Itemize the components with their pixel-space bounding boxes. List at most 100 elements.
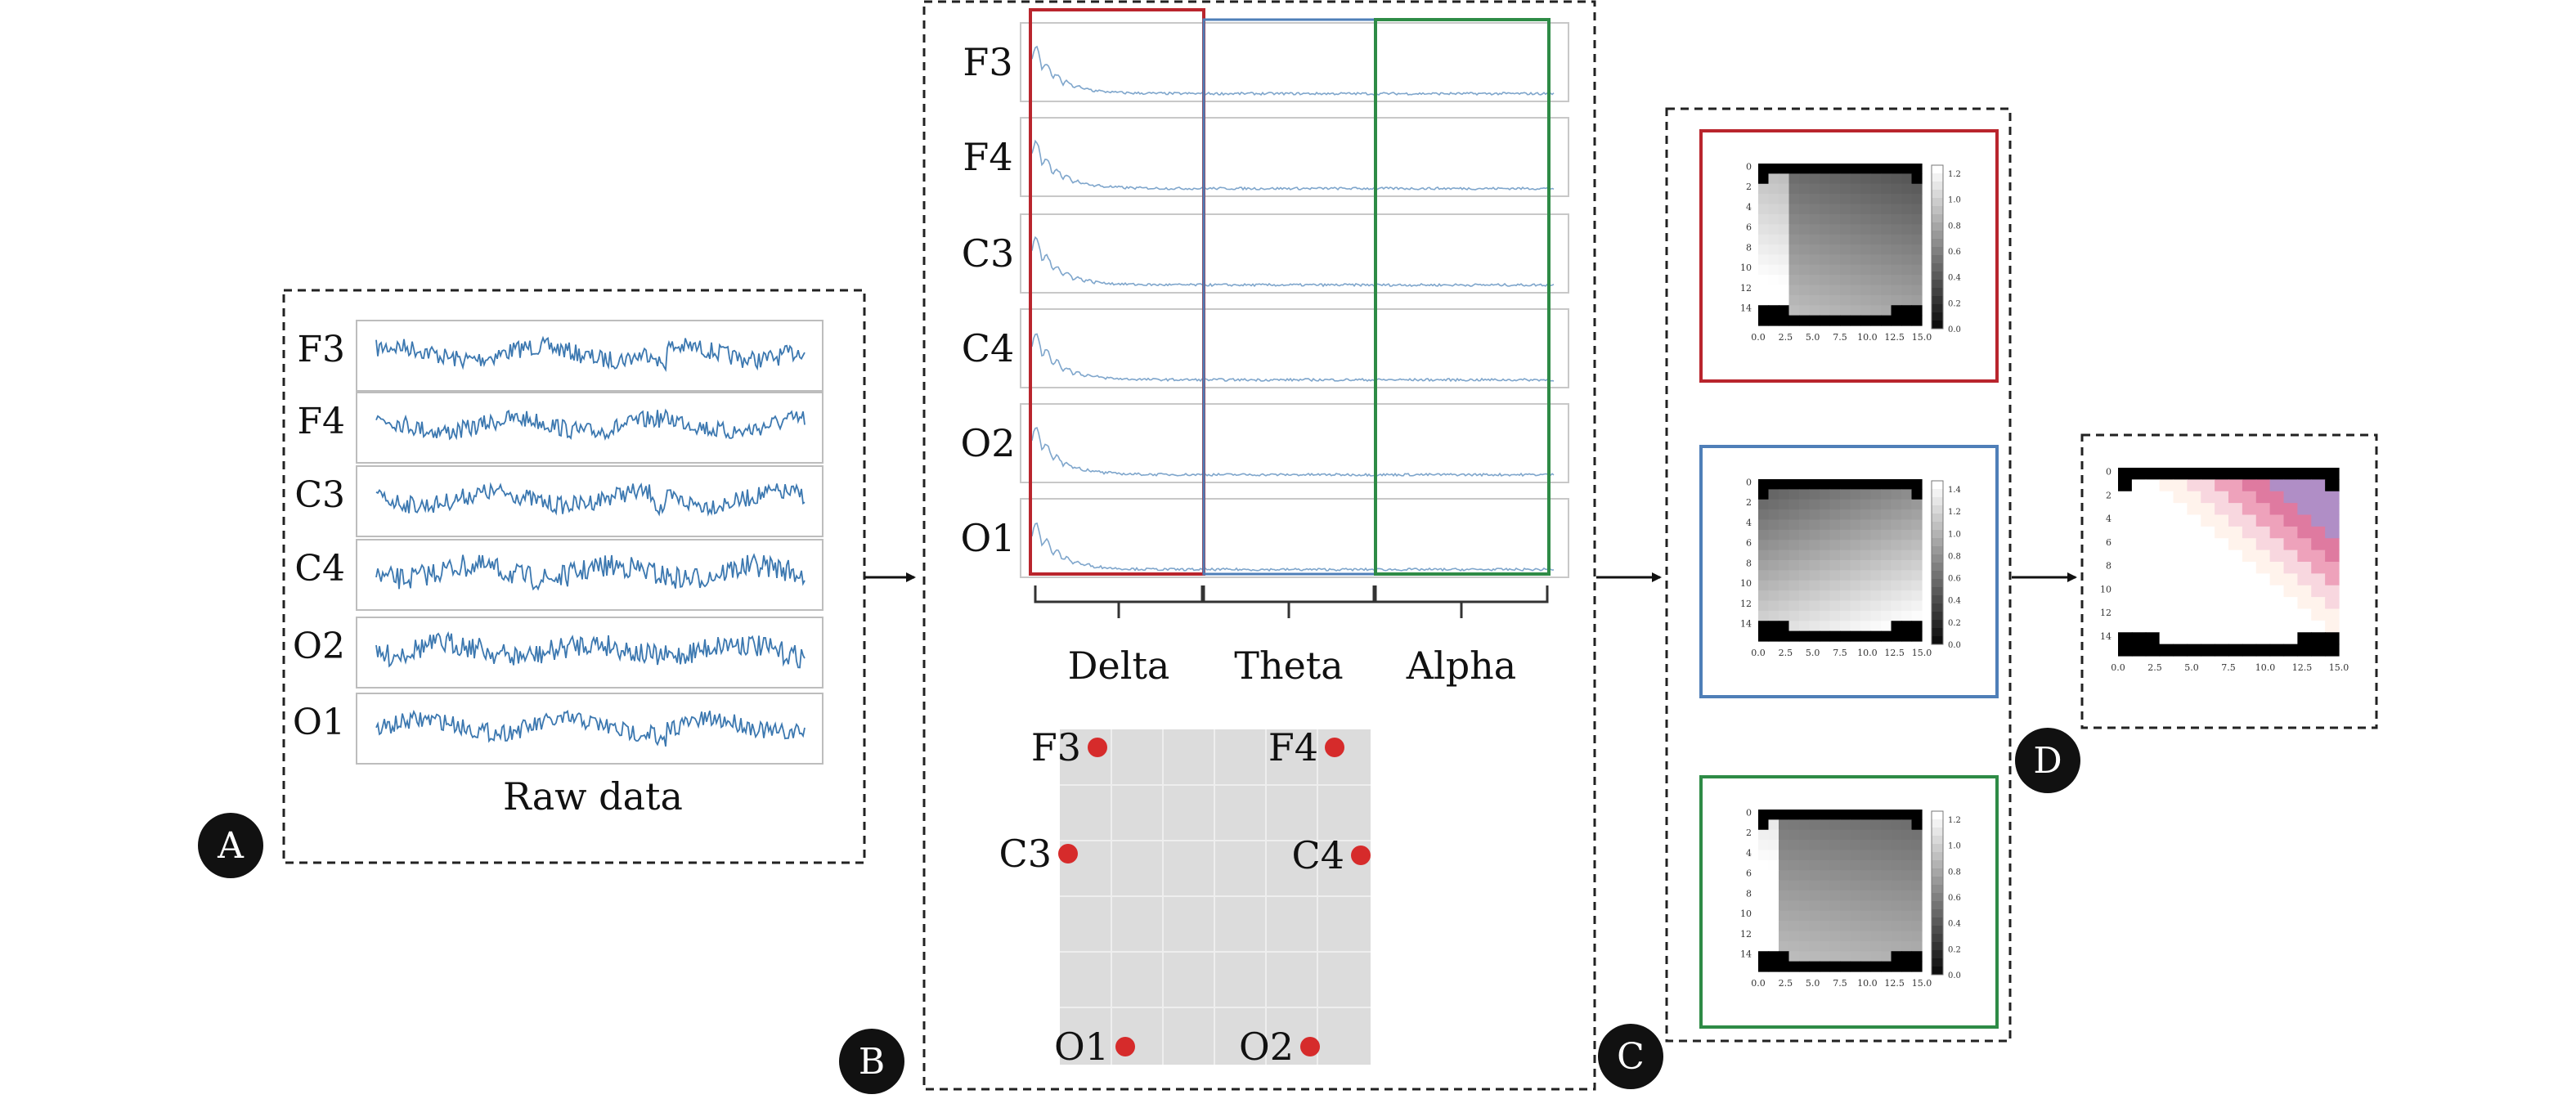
heatmap-cell [1758, 810, 1770, 820]
colorbar-step [1932, 271, 1943, 280]
heatmap-cell [1758, 870, 1770, 881]
heatmap-cell [1799, 819, 1811, 831]
heatmap-cell [2118, 608, 2133, 621]
heatmap-cell [1891, 870, 1902, 881]
heatmap-cell [1768, 315, 1779, 326]
heatmap-cell [1788, 315, 1800, 326]
heatmap-cell [2228, 585, 2243, 598]
heatmap-cell [1758, 479, 1770, 490]
heatmap-cell [2311, 479, 2326, 492]
colorbar-tick: 1.4 [1948, 486, 1961, 495]
heatmap-cell [1809, 499, 1820, 510]
heatmap-cell [1870, 183, 1882, 195]
heatmap-cell [1850, 529, 1861, 541]
heatmap-cell [1758, 315, 1770, 326]
colorbar-tick: 0.6 [1948, 248, 1961, 257]
heatmap-cell [1911, 173, 1923, 185]
heatmap-cell [1850, 204, 1861, 215]
raw-channel-label: C3 [294, 474, 345, 516]
heatmap-cell [1768, 829, 1779, 841]
heatmap-cell [1911, 580, 1923, 591]
heatmap-cell [1860, 285, 1872, 296]
heatmap-cell [1860, 315, 1872, 326]
heatmap-cell [1881, 850, 1892, 861]
colorbar-step [1932, 198, 1943, 207]
heatmap-cell [1881, 961, 1892, 972]
heatmap-cell [1809, 810, 1820, 820]
heatmap-cell [1820, 940, 1831, 952]
heatmap-cell [2173, 608, 2188, 621]
heatmap-cell [1840, 951, 1851, 962]
heatmap-cell [1758, 183, 1770, 195]
heatmap-cell [1860, 931, 1872, 942]
heatmap-cell [1799, 173, 1811, 185]
heatmap-cell [1799, 590, 1811, 602]
heatmap-cell [2201, 538, 2215, 551]
heatmap-cell [1881, 951, 1892, 962]
heatmap-cell [1768, 951, 1779, 962]
heatmap-cell [1809, 921, 1820, 932]
heatmap-cell [2269, 573, 2285, 586]
heatmap-cell [1911, 870, 1923, 881]
raw-signal-trace [375, 553, 806, 591]
heatmap-cell [2131, 550, 2147, 563]
heatmap-cell [1850, 173, 1861, 185]
heatmap-cell [1891, 264, 1902, 276]
heatmap-cell [1788, 550, 1800, 561]
heatmap-cell [1809, 940, 1820, 952]
band-label-delta: Delta [1068, 644, 1170, 688]
heatmap-cell [1870, 810, 1882, 820]
raw-signal-trace [375, 482, 806, 517]
heatmap-y-tick: 6 [1746, 222, 1752, 233]
heatmap-cell [2242, 514, 2257, 527]
heatmap-cell [1779, 829, 1790, 841]
heatmap-y-tick: 2 [1746, 828, 1752, 838]
heatmap-cell [1758, 921, 1770, 932]
heatmap-cell [1891, 183, 1902, 195]
colorbar-tick: 0.4 [1948, 597, 1961, 606]
heatmap-cell [2131, 632, 2147, 645]
heatmap-cell [1768, 621, 1779, 632]
heatmap-cell [1758, 829, 1770, 841]
heatmap-cell [1758, 890, 1770, 901]
heatmap-cell [1829, 164, 1841, 174]
heatmap-cell [1799, 305, 1811, 316]
topomap-heatmap: 0 2 4 6 8 10 12 14 0.0 2.5 5.0 7.5 10.0 12.5 15.0 [1740, 477, 1932, 658]
heatmap-cell [1809, 550, 1820, 561]
heatmap-cell [1768, 244, 1779, 255]
heatmap-x-tick: 7.5 [2221, 662, 2236, 673]
heatmap-cell [1911, 529, 1923, 541]
heatmap-cell [1840, 590, 1851, 602]
heatmap-cell [1829, 315, 1841, 326]
panel-label-b: B [839, 1029, 904, 1094]
heatmap-cell [1788, 900, 1800, 912]
heatmap-x-tick: 2.5 [2147, 662, 2162, 673]
heatmap-cell [2283, 644, 2298, 657]
heatmap-cell [1860, 275, 1872, 286]
heatmap-cell [1901, 840, 1913, 851]
heatmap-cell [1870, 590, 1882, 602]
brace-mark [1374, 585, 1549, 618]
heatmap-cell [2215, 632, 2229, 645]
heatmap-cell [1829, 859, 1841, 871]
heatmap-cell [2255, 479, 2271, 492]
heatmap-cell [1799, 931, 1811, 942]
heatmap-cell [2228, 479, 2243, 492]
heatmap-cell [1799, 870, 1811, 881]
heatmap-cell [1840, 890, 1851, 901]
heatmap-cell [1809, 294, 1820, 306]
heatmap-cell [1820, 519, 1831, 531]
heatmap-cell [1840, 244, 1851, 255]
heatmap-cell [2283, 550, 2298, 563]
heatmap-cell [1788, 529, 1800, 541]
heatmap-cell [1779, 951, 1790, 962]
heatmap-x-tick: 5.0 [2184, 662, 2199, 673]
heatmap-cell [2228, 620, 2243, 633]
heatmap-cell [1768, 285, 1779, 296]
heatmap-cell [1870, 900, 1882, 912]
brace-mark [1034, 585, 1204, 618]
electrode-f4: F4 [1268, 725, 1344, 769]
electrode-dot [1325, 738, 1344, 757]
heatmap-cell [2242, 562, 2257, 574]
